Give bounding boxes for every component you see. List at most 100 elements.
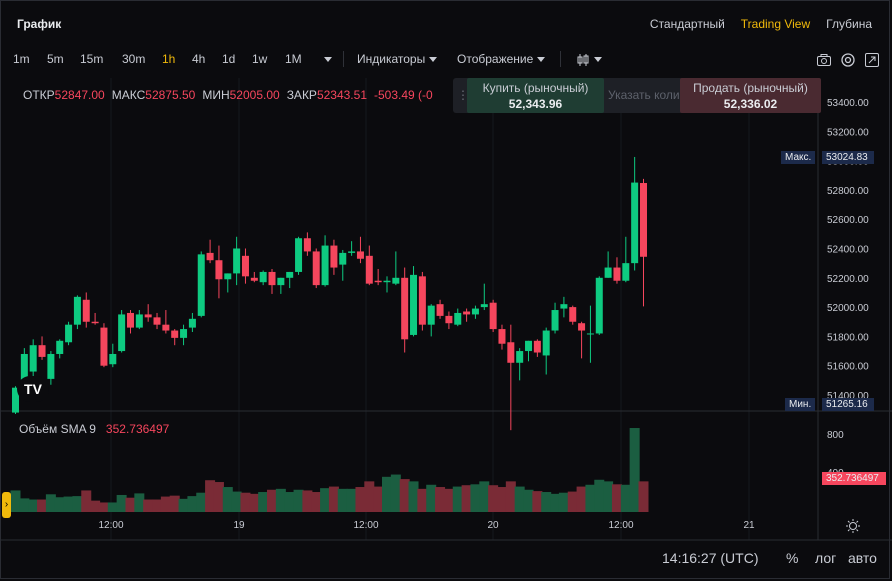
- candle-body: [29, 345, 37, 372]
- quantity-input[interactable]: Указать коли: [608, 88, 680, 102]
- volume-bar: [293, 489, 304, 512]
- max-marker-label: Макс.: [781, 151, 816, 164]
- candle-body: [418, 276, 426, 325]
- more-timeframes-button[interactable]: [320, 52, 332, 66]
- volume-bar: [390, 474, 401, 512]
- candle-body: [65, 324, 73, 343]
- tradingview-logo[interactable]: TV: [17, 376, 49, 402]
- candle-body: [268, 271, 276, 286]
- theme-toggle-icon[interactable]: [845, 518, 861, 534]
- log-scale-button[interactable]: лог: [815, 550, 837, 566]
- volume-bar: [461, 485, 472, 512]
- display-label: Отображение: [457, 52, 534, 66]
- volume-bar: [107, 502, 118, 512]
- candle-body: [135, 314, 143, 328]
- volume-bar: [567, 491, 578, 512]
- candle-body: [250, 277, 258, 281]
- time-tick-label: 19: [233, 520, 245, 531]
- price-tick-label: 51400.00: [827, 391, 869, 402]
- camera-icon[interactable]: [816, 52, 832, 68]
- volume-bar: [479, 481, 490, 512]
- candle-body: [595, 277, 603, 334]
- volume-bar: [125, 497, 136, 512]
- timeframe-1d[interactable]: 1d: [222, 52, 236, 66]
- volume-bar: [240, 492, 251, 512]
- candle-body: [171, 330, 179, 338]
- auto-scale-button[interactable]: авто: [848, 550, 877, 566]
- timeframe-1h[interactable]: 1h: [162, 52, 176, 66]
- volume-label: Объём SMA 9: [19, 422, 96, 436]
- candle-body: [224, 273, 232, 280]
- chevron-down-icon: [324, 57, 332, 63]
- candle-body: [551, 310, 559, 331]
- display-dropdown[interactable]: Отображение: [457, 52, 546, 66]
- chart-grid: [0, 78, 892, 541]
- chevron-down-icon: [537, 57, 546, 63]
- toolbar-divider: [343, 51, 344, 67]
- candle-body: [542, 330, 550, 356]
- volume-bar: [408, 481, 419, 512]
- candle-body: [312, 251, 320, 286]
- candle-body: [445, 315, 453, 324]
- view-tabs: Стандартный Trading View Глубина: [650, 17, 872, 31]
- volume-bar: [364, 481, 375, 512]
- timeframe-1w[interactable]: 1w: [252, 52, 268, 66]
- volume-bar: [205, 480, 216, 512]
- tab-tradingview[interactable]: Trading View: [740, 17, 811, 31]
- candle-body: [330, 245, 338, 268]
- candle-body: [20, 353, 28, 388]
- tab-standard[interactable]: Стандартный: [649, 17, 725, 31]
- candle-body: [233, 248, 241, 274]
- candle-body: [631, 182, 639, 264]
- timeframe-30m[interactable]: 30m: [122, 52, 146, 66]
- timeframe-4h[interactable]: 4h: [192, 52, 206, 66]
- timeframe-1m[interactable]: 1m: [13, 52, 30, 66]
- volume-bar: [267, 489, 278, 512]
- candle-body: [56, 340, 64, 354]
- buy-market-button[interactable]: Купить (рыночный) 52,343.96: [467, 78, 604, 113]
- candle-body: [100, 327, 108, 366]
- candle-body: [525, 340, 533, 352]
- quick-trade-panel: ⋮⋮ Купить (рыночный) 52,343.96 Указать к…: [453, 78, 821, 113]
- volume-bar: [611, 484, 622, 512]
- timeframe-15m[interactable]: 15m: [80, 52, 104, 66]
- candle-body: [215, 260, 223, 280]
- volume-bar: [629, 428, 640, 512]
- sell-price: 52,336.02: [723, 97, 778, 111]
- timeframe-5m[interactable]: 5m: [47, 52, 64, 66]
- sell-market-button[interactable]: Продать (рыночный) 52,336.02: [680, 78, 821, 113]
- candles: [12, 156, 647, 431]
- tab-depth[interactable]: Глубина: [826, 17, 872, 31]
- percent-scale-button[interactable]: %: [786, 550, 799, 566]
- fullscreen-icon[interactable]: [864, 52, 880, 68]
- volume-bar: [328, 486, 339, 512]
- volume-bar: [81, 490, 92, 512]
- indicators-dropdown[interactable]: Индикаторы: [357, 52, 438, 66]
- volume-bar: [72, 496, 83, 512]
- candle-body: [295, 238, 303, 272]
- candle-body: [286, 271, 294, 278]
- volume-bar: [532, 491, 543, 512]
- gear-icon[interactable]: [840, 52, 856, 68]
- chart-type-dropdown[interactable]: [576, 52, 602, 67]
- candle-body: [47, 353, 55, 379]
- sell-label: Продать (рыночный): [693, 81, 808, 95]
- volume-bar: [302, 490, 313, 512]
- candle-body: [401, 277, 409, 340]
- volume-bar: [98, 502, 109, 512]
- candle-body: [392, 277, 400, 284]
- volume-bar: [169, 495, 180, 512]
- candle-body: [259, 271, 267, 283]
- candlestick-icon: [577, 53, 589, 66]
- price-axis: 53400.0053200.0053000.0052800.0052600.00…: [827, 98, 869, 402]
- timeframe-1M[interactable]: 1M: [285, 52, 302, 66]
- volume-bar: [249, 493, 260, 512]
- high-label: МАКС: [111, 88, 146, 102]
- volume-bar: [116, 494, 127, 512]
- volume-legend: Объём SMA 9 352.736497: [19, 422, 169, 436]
- time-tick-label: 12:00: [353, 520, 378, 531]
- scroll-handle[interactable]: ›: [2, 492, 11, 518]
- ohlc-legend: ОТКР52847.00 МАКС52875.50 МИН52005.00 ЗАКР5…: [23, 88, 440, 102]
